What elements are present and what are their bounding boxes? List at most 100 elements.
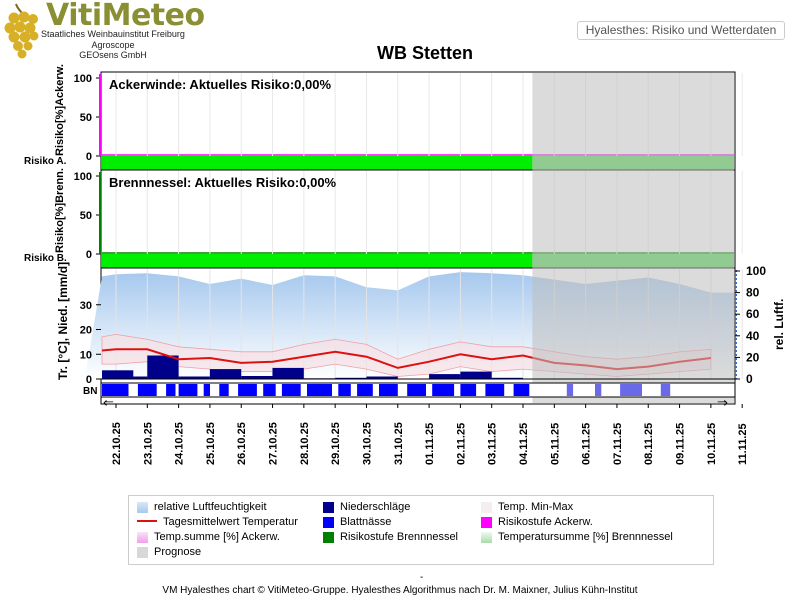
leaf-wetness-bar — [263, 384, 276, 396]
humidity-y-tick-label: 20 — [746, 350, 760, 364]
ackerwinde-y-tick-label: 50 — [80, 112, 92, 124]
precip-bar — [147, 355, 179, 379]
page-title: WB Stetten — [377, 43, 473, 63]
precip-bar — [116, 376, 148, 379]
humidity-y-tick-label: 100 — [746, 264, 766, 278]
legend-item-temp-mean: Tagesmittelwert Temperatur — [137, 516, 298, 528]
brennnessel-y-tick-label: 50 — [80, 210, 92, 222]
date-tick-label: 07.11.25 — [612, 423, 624, 465]
date-tick-label: 23.10.25 — [142, 422, 154, 465]
humidity-y-tick-label: 40 — [746, 329, 760, 343]
leaf-wetness-bar — [203, 384, 210, 396]
bn-label: BN — [83, 386, 98, 397]
logo-line-geosens: GEOsens GmbH — [79, 50, 147, 60]
humidity-y-tick-label: 0 — [746, 372, 753, 386]
date-tick-label: 09.11.25 — [675, 423, 687, 465]
precip-bar — [491, 377, 523, 379]
legend-item-risk-ackerw: Risikostufe Ackerw. — [481, 516, 593, 528]
humidity-y-tick-label: 80 — [746, 286, 760, 300]
date-tick-label: 02.11.25 — [455, 423, 467, 465]
logo-title: VitiMeteo — [46, 0, 205, 33]
leaf-wetness-bar — [432, 384, 455, 396]
leaf-wetness-bar-prognose — [595, 384, 602, 396]
date-tick-label: 29.10.25 — [330, 422, 342, 465]
precip-bar — [209, 369, 242, 379]
logo-line-institute: Staatliches Weinbauinstitut Freiburg — [41, 29, 185, 39]
legend-label: Risikostufe Brennnessel — [340, 531, 459, 543]
precip-bar — [272, 367, 304, 379]
ackerwinde-y-tick-label: 100 — [74, 73, 92, 85]
legend-swatch-risk-brenn — [323, 531, 334, 543]
date-tick-label: 26.10.25 — [236, 422, 248, 465]
weather-y-tick-label: 30 — [80, 300, 92, 312]
leaf-wetness-bar — [460, 384, 477, 396]
legend-item-leaf-wetness: Blattnässe — [323, 516, 391, 528]
date-tick-label: 11.11.25 — [737, 423, 749, 465]
legend-label: Temp.summe [%] Ackerw. — [154, 531, 280, 543]
legend-label: Temp. Min-Max — [498, 501, 574, 513]
prognose-overlay — [532, 73, 734, 403]
date-tick-label: 05.11.25 — [549, 423, 561, 465]
precip-bar — [429, 374, 461, 379]
weather-y-tick-label: 10 — [80, 349, 92, 361]
brennnessel-title: Brennnessel: Aktuelles Risiko:0,00% — [109, 175, 337, 190]
leaf-wetness-bar — [379, 384, 398, 396]
legend-swatch-leaf-wetness — [323, 516, 334, 528]
leaf-wetness-bar — [166, 384, 176, 396]
brennnessel-risk-band — [102, 254, 533, 268]
risk-row-label-a: Risiko A. — [24, 156, 67, 167]
leaf-wetness-bar — [281, 384, 301, 396]
date-tick-label: 10.11.25 — [706, 423, 718, 465]
legend-label: Prognose — [154, 546, 202, 558]
precip-bar — [102, 370, 134, 379]
legend-swatch-risk-ackerw — [481, 516, 492, 528]
leaf-wetness-bar — [102, 384, 120, 396]
legend-swatch-tempsum-brenn — [481, 531, 492, 543]
date-tick-label: 24.10.25 — [174, 422, 186, 465]
legend-swatch-temp-minmax — [481, 501, 492, 513]
leaf-wetness-bar-prognose — [620, 384, 642, 396]
date-tick-label: 06.11.25 — [581, 423, 593, 465]
date-tick-label: 22.10.25 — [111, 422, 123, 465]
leaf-wetness-bar — [357, 384, 373, 396]
date-tick-label: 28.10.25 — [299, 422, 311, 465]
leaf-wetness-bar — [116, 384, 129, 396]
legend-item-tempsum-ackerw: Temp.summe [%] Ackerw. — [137, 531, 280, 543]
leaf-wetness-bar — [485, 384, 505, 396]
date-tick-label: 04.11.25 — [518, 423, 530, 465]
leaf-wetness-bar — [178, 384, 198, 396]
app-label: Hyalesthes: Risiko und Wetterdaten — [577, 21, 785, 40]
precip-bar — [460, 371, 492, 379]
legend-label: Temperatursumme [%] Brennnessel — [498, 531, 673, 543]
legend-label: Risikostufe Ackerw. — [498, 516, 593, 528]
leaf-wetness-bar — [513, 384, 530, 396]
precip-bar — [178, 376, 210, 379]
humidity-y-tick-label: 60 — [746, 307, 760, 321]
precip-bar — [241, 376, 273, 379]
precip-bar — [335, 377, 367, 379]
legend-label: Niederschläge — [340, 501, 411, 513]
date-tick-label: 25.10.25 — [205, 422, 217, 465]
date-tick-label: 03.11.25 — [487, 423, 499, 465]
scroll-left-icon: ⇐ — [103, 395, 114, 410]
leaf-wetness-bar — [238, 384, 257, 396]
leaf-wetness-bar — [219, 384, 229, 396]
legend-swatch-temp-mean — [137, 519, 157, 522]
brennnessel-y-tick-label: 0 — [86, 249, 92, 261]
date-tick-label: 30.10.25 — [361, 422, 373, 465]
ackerwinde-title: Ackerwinde: Aktuelles Risiko:0,00% — [109, 77, 331, 92]
chart-legend: relative Luftfeuchtigkeit Niederschläge … — [128, 495, 714, 565]
scroll-right-icon: ⇒ — [717, 395, 728, 410]
leaf-wetness-bar-prognose — [660, 384, 671, 396]
legend-item-prognose: Prognose — [137, 546, 201, 558]
ackerwinde-y-tick-label: 0 — [86, 151, 92, 163]
brennnessel-y-tick-label: 100 — [74, 171, 92, 183]
date-tick-label: 08.11.25 — [643, 423, 655, 465]
precip-bar — [366, 376, 398, 379]
legend-item-humidity: relative Luftfeuchtigkeit — [137, 501, 267, 513]
leaf-wetness-bar-prognose — [566, 384, 574, 396]
weather-y-tick-label: 0 — [86, 374, 92, 386]
legend-swatch-precip — [323, 501, 334, 513]
date-tick-label: 27.10.25 — [268, 422, 280, 465]
